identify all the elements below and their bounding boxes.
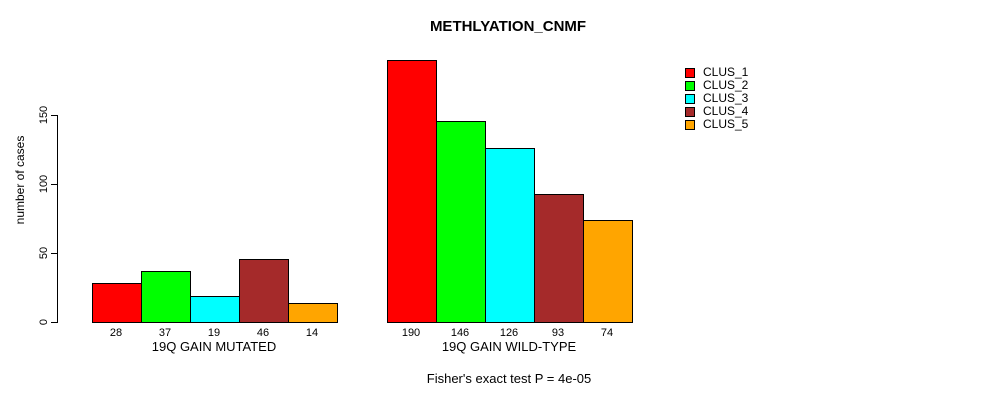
bar-clus_1 — [91, 283, 142, 323]
legend-label: CLUS_1 — [703, 65, 749, 79]
y-axis-tick-label: 150 — [38, 105, 50, 125]
bar-value-label: 19 — [207, 327, 221, 339]
legend-swatch — [685, 67, 695, 78]
legend-item: CLUS_4 — [685, 105, 748, 118]
legend-item: CLUS_2 — [685, 79, 748, 92]
y-axis-label: number of cases — [13, 135, 27, 225]
y-axis-tick-label: 50 — [38, 246, 50, 260]
bar-value-label: 46 — [256, 327, 270, 339]
bar-clus_4 — [533, 194, 584, 323]
bar-value-label: 37 — [158, 327, 172, 339]
x-axis-group-label: 19Q GAIN MUTATED — [151, 339, 277, 354]
legend-swatch — [685, 93, 695, 104]
bar-clus_3 — [484, 148, 535, 323]
legend-swatch — [685, 119, 695, 130]
bar-clus_5 — [582, 220, 633, 323]
y-axis-tick — [51, 322, 57, 323]
legend-label: CLUS_4 — [703, 104, 749, 118]
y-axis-line — [57, 115, 58, 323]
legend-swatch — [685, 106, 695, 117]
bar-clus_1 — [386, 60, 437, 323]
bar-clus_2 — [435, 121, 486, 323]
legend-label: CLUS_2 — [703, 78, 749, 92]
chart-title: METHLYATION_CNMF — [429, 18, 587, 35]
bar-value-label: 74 — [600, 327, 614, 339]
bar-value-label: 28 — [109, 327, 123, 339]
legend-swatch — [685, 80, 695, 91]
bar-clus_4 — [238, 259, 289, 323]
legend-item: CLUS_1 — [685, 66, 748, 79]
legend-label: CLUS_5 — [703, 117, 749, 131]
bar-clus_2 — [140, 271, 191, 323]
y-axis-tick-label: 0 — [38, 318, 50, 326]
bar-value-label: 190 — [401, 327, 421, 339]
bar-value-label: 146 — [450, 327, 470, 339]
y-axis-tick — [51, 253, 57, 254]
y-axis-tick — [51, 184, 57, 185]
y-axis-tick — [51, 115, 57, 116]
bar-clus_3 — [189, 296, 240, 323]
legend-label: CLUS_3 — [703, 91, 749, 105]
bar-value-label: 14 — [305, 327, 319, 339]
bar-value-label: 126 — [499, 327, 519, 339]
caption-fishers-test: Fisher's exact test P = 4e-05 — [426, 371, 592, 386]
legend-item: CLUS_5 — [685, 118, 748, 131]
legend: CLUS_1 CLUS_2 CLUS_3 CLUS_4 CLUS_5 — [685, 66, 748, 131]
x-axis-group-label: 19Q GAIN WILD-TYPE — [441, 339, 577, 354]
bar-clus_5 — [287, 303, 338, 323]
legend-item: CLUS_3 — [685, 92, 748, 105]
y-axis-tick-label: 100 — [38, 174, 50, 194]
bar-value-label: 93 — [551, 327, 565, 339]
